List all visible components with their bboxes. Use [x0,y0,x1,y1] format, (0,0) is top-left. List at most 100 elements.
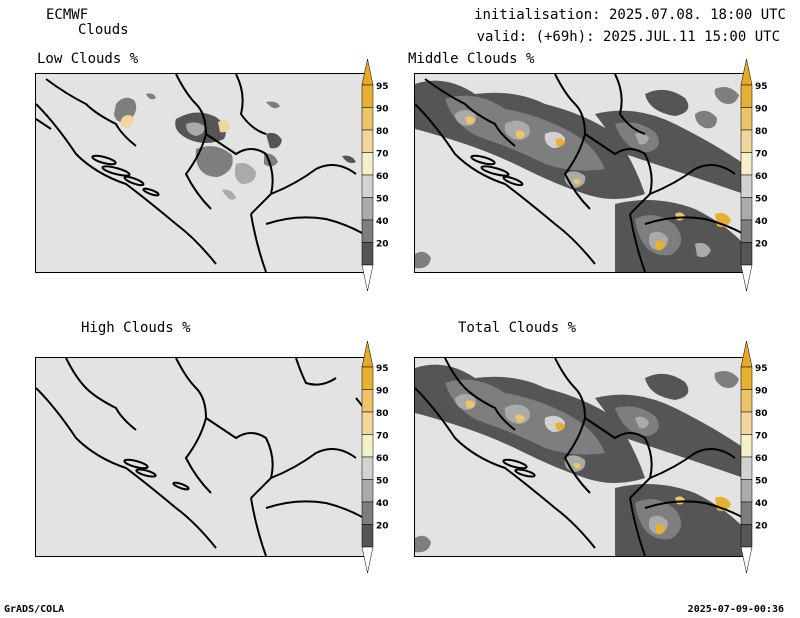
colorbar-label: 70 [755,150,768,160]
colorbar-label: 20 [376,522,389,532]
colorbar-label: 95 [376,82,389,92]
colorbar-swatch [361,411,374,435]
colorbar-label: 80 [755,409,768,419]
colorbar-swatch [361,501,374,525]
colorbar-label: 50 [755,477,768,487]
colorbar-swatch [361,197,374,221]
colorbar-label: 95 [755,82,768,92]
colorbar-label: 90 [755,387,768,397]
panel-title-middle-clouds: Middle Clouds % [408,51,535,67]
colorbar-swatch [361,174,374,198]
colorbar-svg: 95 90 80 70 60 50 40 20 [740,58,768,292]
colorbar-swatch [740,219,753,243]
colorbar-high: 95 90 80 70 60 50 40 20 [361,340,402,574]
total-clouds-map-svg [415,358,744,556]
colorbar-total: 95 90 80 70 60 50 40 20 [740,340,781,574]
middle-borders [415,74,744,272]
colorbar-label: 90 [376,105,389,115]
colorbar-swatch [361,456,374,480]
middle-clouds-map-svg [415,74,744,272]
colorbar-label: 50 [755,195,768,205]
colorbar-top-arrow [361,58,374,86]
colorbar-label: 90 [755,105,768,115]
colorbar-swatch [740,411,753,435]
colorbar-label: 60 [755,454,768,464]
colorbar-swatch [740,501,753,525]
colorbar-top-arrow [740,58,753,86]
colorbar-swatch [740,174,753,198]
panel-title-low-clouds: Low Clouds % [37,51,139,67]
colorbar-swatch [740,197,753,221]
colorbar-label: 70 [755,432,768,442]
high-clouds-map-svg [36,358,364,556]
colorbar-bottom-arrow [361,264,374,292]
colorbar-label: 70 [376,432,389,442]
colorbar-svg: 95 90 80 70 60 50 40 20 [361,58,389,292]
colorbar-swatch [740,479,753,503]
colorbar-swatch [740,524,753,548]
map-total-clouds [414,357,745,557]
low-clouds-map-svg [36,74,364,272]
colorbar-label: 40 [376,499,389,509]
product-label: Clouds [78,22,129,38]
colorbar-svg: 95 90 80 70 60 50 40 20 [740,340,768,574]
low-islands [91,154,160,197]
colorbar-label: 20 [755,522,768,532]
footer-software: GrADS/COLA [4,604,65,615]
colorbar-label: 80 [376,127,389,137]
colorbar-swatch [361,107,374,131]
middle-islands [470,154,524,187]
colorbar-middle: 95 90 80 70 60 50 40 20 [740,58,781,292]
colorbar-label: 90 [376,387,389,397]
colorbar-label: 80 [376,409,389,419]
colorbar-bottom-arrow [740,546,753,574]
low-borders [36,74,364,272]
colorbar-label: 40 [755,217,768,227]
colorbar-swatch [361,479,374,503]
colorbar-swatch [361,219,374,243]
map-middle-clouds [414,73,745,273]
colorbar-swatch [361,84,374,108]
colorbar-label: 80 [755,127,768,137]
colorbar-swatch [740,434,753,458]
colorbar-swatch [740,129,753,153]
colorbar-label: 40 [755,499,768,509]
colorbar-swatch [361,366,374,390]
colorbar-swatch [740,456,753,480]
colorbar-label: 40 [376,217,389,227]
colorbar-label: 95 [376,364,389,374]
colorbar-bottom-arrow [361,546,374,574]
panel-title-high-clouds: High Clouds % [81,320,191,336]
colorbar-swatch [740,84,753,108]
footer-timestamp: 2025-07-09-00:36 [687,604,784,615]
colorbar-label: 70 [376,150,389,160]
colorbar-swatch [361,389,374,413]
colorbar-label: 60 [376,454,389,464]
colorbar-label: 95 [755,364,768,374]
colorbar-swatch [740,242,753,266]
colorbar-swatch [361,129,374,153]
colorbar-swatch [361,242,374,266]
colorbar-top-arrow [361,340,374,368]
total-borders [415,358,744,556]
colorbar-swatch [361,152,374,176]
total-islands [502,458,536,478]
colorbar-low: 95 90 80 70 60 50 40 20 [361,58,402,292]
colorbar-swatch [740,107,753,131]
map-low-clouds [35,73,365,273]
colorbar-bottom-arrow [740,264,753,292]
colorbar-swatch [740,152,753,176]
colorbar-svg: 95 90 80 70 60 50 40 20 [361,340,389,574]
high-islands [123,458,190,491]
colorbar-swatch [740,366,753,390]
initialisation-text: initialisation: 2025.07.08. 18:00 UTC [474,7,786,23]
low-cloud-cover [114,93,356,200]
colorbar-top-arrow [740,340,753,368]
panel-title-total-clouds: Total Clouds % [458,320,577,336]
colorbar-label: 60 [755,172,768,182]
high-borders [36,358,364,556]
colorbar-swatch [740,389,753,413]
map-high-clouds [35,357,365,557]
colorbar-label: 20 [376,240,389,250]
valid-time-text: valid: (+69h): 2025.JUL.11 15:00 UTC [476,29,780,45]
